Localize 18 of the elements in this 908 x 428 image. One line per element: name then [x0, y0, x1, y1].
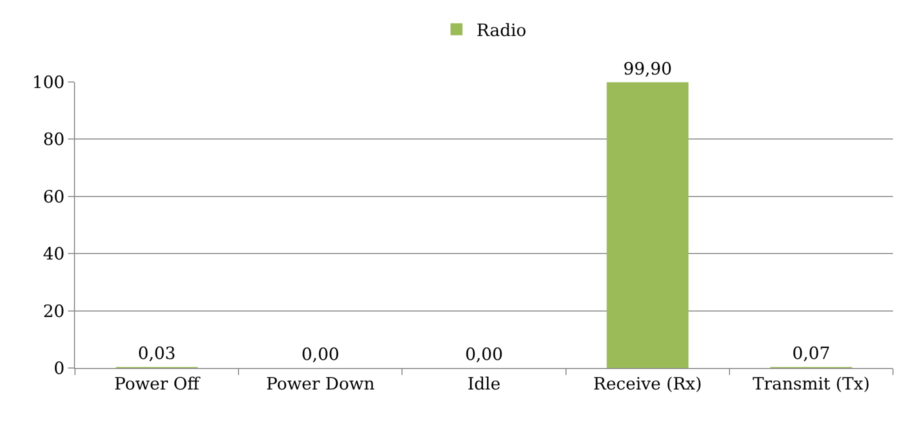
data-label: 0,00 — [301, 345, 340, 365]
y-tick-label: 100 — [32, 72, 65, 93]
y-tick-label: 20 — [42, 302, 65, 322]
data-label: 0,00 — [465, 345, 503, 365]
legend-label: Radio — [476, 20, 526, 41]
x-tick-label: Power Off — [114, 374, 202, 394]
x-tick-label: Transmit (Tx) — [752, 374, 870, 394]
y-tick-label: 40 — [42, 244, 65, 265]
bar — [606, 82, 688, 368]
data-label: 0,07 — [792, 344, 830, 364]
x-tick-label: Idle — [467, 374, 501, 394]
y-tick-label: 60 — [42, 187, 65, 208]
data-label: 99,90 — [623, 59, 672, 80]
x-tick-label: Receive (Rx) — [593, 374, 702, 394]
data-label: 0,03 — [138, 344, 176, 364]
y-tick-label: 0 — [54, 358, 65, 379]
x-tick-label: Power Down — [266, 374, 375, 394]
y-tick-label: 80 — [42, 130, 65, 150]
